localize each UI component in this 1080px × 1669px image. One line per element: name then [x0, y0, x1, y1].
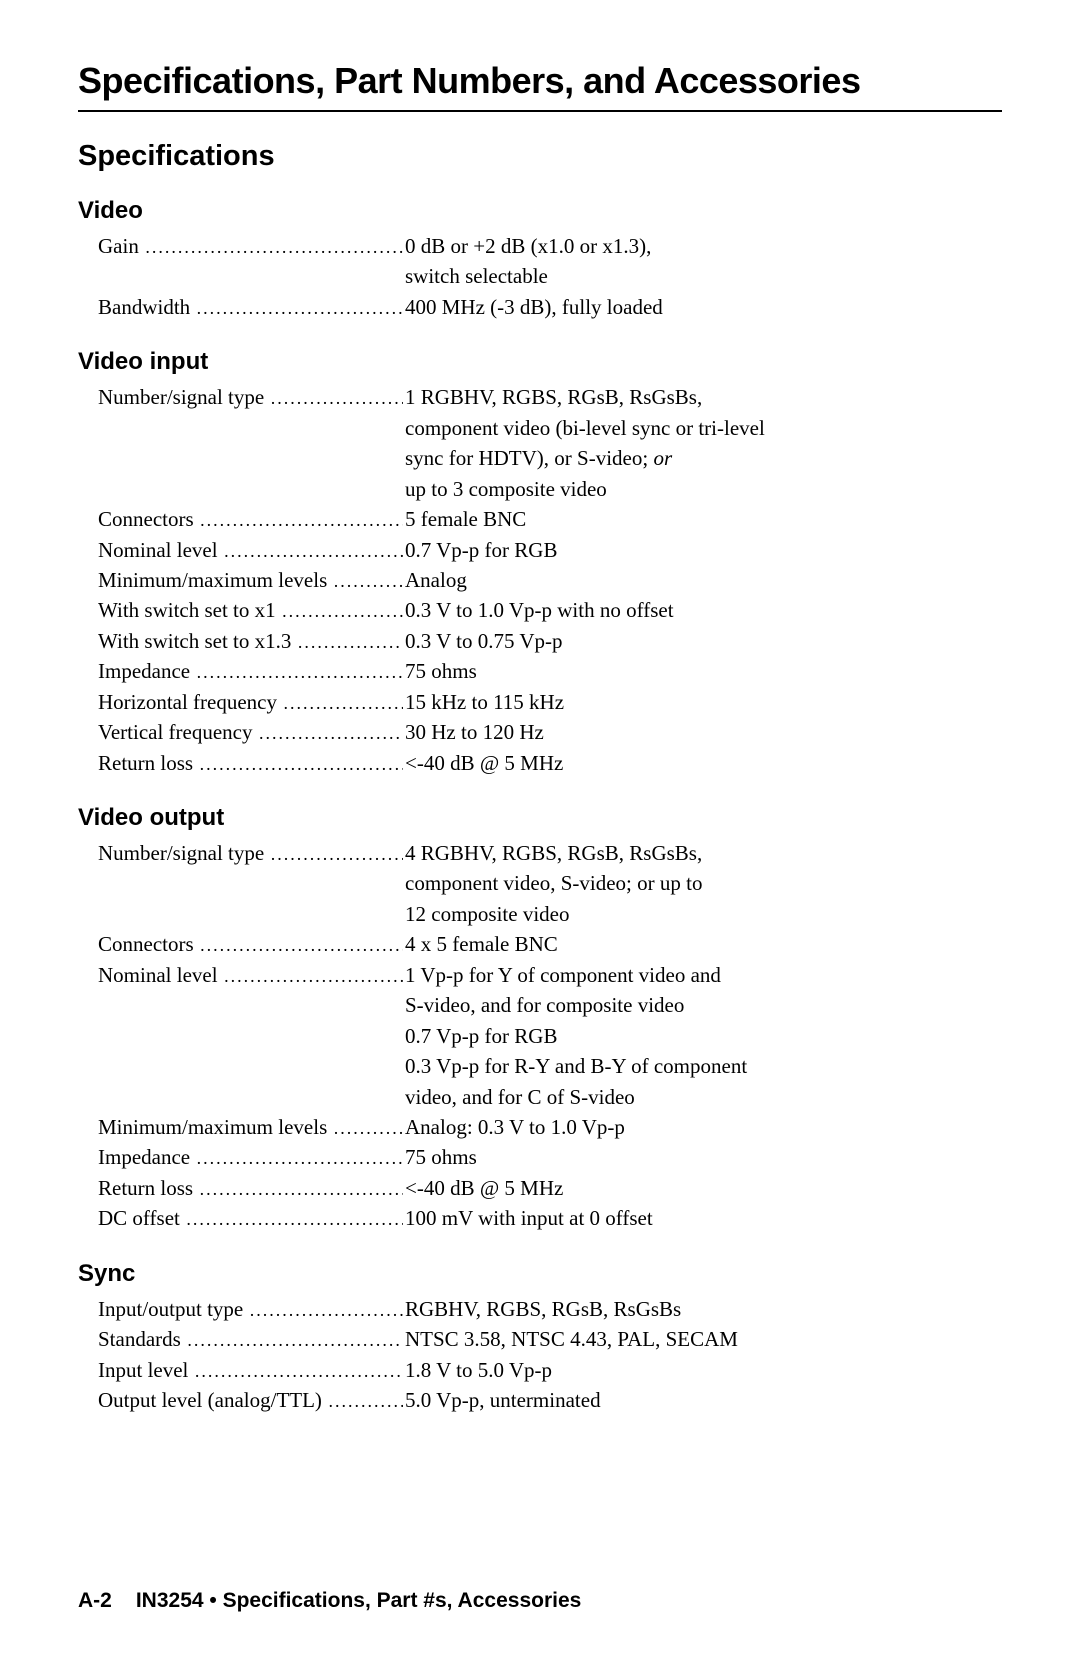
spec-row: Minimum/maximum levelsAnalog: 0.3 V to 1… [78, 1112, 1002, 1142]
spec-row: Number/signal type4 RGBHV, RGBS, RGsB, R… [78, 838, 1002, 929]
spec-label: Nominal level [98, 535, 403, 565]
spec-value: 0 dB or +2 dB (x1.0 or x1.3),switch sele… [403, 231, 1002, 292]
spec-value: 75 ohms [403, 656, 1002, 686]
spec-label: Input level [98, 1355, 403, 1385]
spec-row: Output level (analog/TTL)5.0 Vp-p, unter… [78, 1385, 1002, 1415]
spec-row: With switch set to x10.3 V to 1.0 Vp-p w… [78, 595, 1002, 625]
subsection: Sync Input/output typeRGBHV, RGBS, RGsB, … [78, 1260, 1002, 1416]
spec-label: Number/signal type [98, 382, 403, 412]
subsection-title: Video [78, 197, 1002, 225]
spec-row: Gain0 dB or +2 dB (x1.0 or x1.3),switch … [78, 231, 1002, 292]
spec-label: Connectors [98, 504, 403, 534]
spec-label: With switch set to x1 [98, 595, 403, 625]
spec-label: Impedance [98, 1142, 403, 1172]
spec-value: 0.3 V to 0.75 Vp-p [403, 626, 1002, 656]
spec-value: NTSC 3.58, NTSC 4.43, PAL, SECAM [403, 1324, 1002, 1354]
spec-label: Gain [98, 231, 403, 261]
spec-label: Minimum/maximum levels [98, 565, 403, 595]
spec-label: Return loss [98, 748, 403, 778]
spec-label: Minimum/maximum levels [98, 1112, 403, 1142]
spec-label: With switch set to x1.3 [98, 626, 403, 656]
subsection: Video output Number/signal type4 RGBHV, R… [78, 804, 1002, 1234]
spec-row: Nominal level1 Vp-p for Y of component v… [78, 960, 1002, 1112]
spec-value: Analog [403, 565, 1002, 595]
spec-value: <-40 dB @ 5 MHz [403, 1173, 1002, 1203]
footer-text: IN3254 • Specifications, Part #s, Access… [136, 1589, 581, 1613]
spec-row: Impedance75 ohms [78, 1142, 1002, 1172]
spec-row: Input/output typeRGBHV, RGBS, RGsB, RsGs… [78, 1294, 1002, 1324]
spec-row: Return loss<-40 dB @ 5 MHz [78, 1173, 1002, 1203]
spec-label: Horizontal frequency [98, 687, 403, 717]
spec-row: Impedance75 ohms [78, 656, 1002, 686]
spec-label: Bandwidth [98, 292, 403, 322]
spec-row: Connectors4 x 5 female BNC [78, 929, 1002, 959]
spec-label: Impedance [98, 656, 403, 686]
specifications-body: Video Gain0 dB or +2 dB (x1.0 or x1.3),sw… [78, 197, 1002, 1415]
spec-row: Return loss<-40 dB @ 5 MHz [78, 748, 1002, 778]
spec-value: 1.8 V to 5.0 Vp-p [403, 1355, 1002, 1385]
spec-row: Minimum/maximum levelsAnalog [78, 565, 1002, 595]
spec-label: DC offset [98, 1203, 403, 1233]
spec-label: Number/signal type [98, 838, 403, 868]
spec-row: Nominal level0.7 Vp-p for RGB [78, 535, 1002, 565]
spec-value: RGBHV, RGBS, RGsB, RsGsBs [403, 1294, 1002, 1324]
spec-value: 100 mV with input at 0 offset [403, 1203, 1002, 1233]
spec-row: With switch set to x1.30.3 V to 0.75 Vp-… [78, 626, 1002, 656]
spec-row: Horizontal frequency15 kHz to 115 kHz [78, 687, 1002, 717]
spec-row: Input level1.8 V to 5.0 Vp-p [78, 1355, 1002, 1385]
spec-value: Analog: 0.3 V to 1.0 Vp-p [403, 1112, 1002, 1142]
spec-label: Return loss [98, 1173, 403, 1203]
spec-value: 5.0 Vp-p, unterminated [403, 1385, 1002, 1415]
spec-row: Number/signal type1 RGBHV, RGBS, RGsB, R… [78, 382, 1002, 504]
footer-page-number: A-2 [78, 1589, 112, 1613]
spec-label: Connectors [98, 929, 403, 959]
spec-value: 1 RGBHV, RGBS, RGsB, RsGsBs,component vi… [403, 382, 1002, 504]
page-footer: A-2 IN3254 • Specifications, Part #s, Ac… [78, 1589, 581, 1613]
spec-row: Vertical frequency30 Hz to 120 Hz [78, 717, 1002, 747]
spec-value: 0.3 V to 1.0 Vp-p with no offset [403, 595, 1002, 625]
spec-value: 1 Vp-p for Y of component video andS-vid… [403, 960, 1002, 1112]
spec-label: Input/output type [98, 1294, 403, 1324]
spec-row: StandardsNTSC 3.58, NTSC 4.43, PAL, SECA… [78, 1324, 1002, 1354]
spec-label: Output level (analog/TTL) [98, 1385, 403, 1415]
spec-value: <-40 dB @ 5 MHz [403, 748, 1002, 778]
spec-value: 4 RGBHV, RGBS, RGsB, RsGsBs,component vi… [403, 838, 1002, 929]
spec-value: 0.7 Vp-p for RGB [403, 535, 1002, 565]
spec-value: 15 kHz to 115 kHz [403, 687, 1002, 717]
spec-value: 75 ohms [403, 1142, 1002, 1172]
subsection-title: Video input [78, 348, 1002, 376]
subsection-title: Video output [78, 804, 1002, 832]
subsection: Video input Number/signal type1 RGBHV, RG… [78, 348, 1002, 778]
spec-label: Standards [98, 1324, 403, 1354]
spec-value: 400 MHz (-3 dB), fully loaded [403, 292, 1002, 322]
spec-label: Vertical frequency [98, 717, 403, 747]
spec-value: 30 Hz to 120 Hz [403, 717, 1002, 747]
page-title: Specifications, Part Numbers, and Access… [78, 60, 1002, 112]
subsection: Video Gain0 dB or +2 dB (x1.0 or x1.3),sw… [78, 197, 1002, 322]
subsection-title: Sync [78, 1260, 1002, 1288]
spec-value: 4 x 5 female BNC [403, 929, 1002, 959]
spec-label: Nominal level [98, 960, 403, 990]
spec-row: Connectors5 female BNC [78, 504, 1002, 534]
section-title: Specifications [78, 140, 1002, 173]
spec-row: Bandwidth400 MHz (-3 dB), fully loaded [78, 292, 1002, 322]
spec-value: 5 female BNC [403, 504, 1002, 534]
spec-row: DC offset100 mV with input at 0 offset [78, 1203, 1002, 1233]
